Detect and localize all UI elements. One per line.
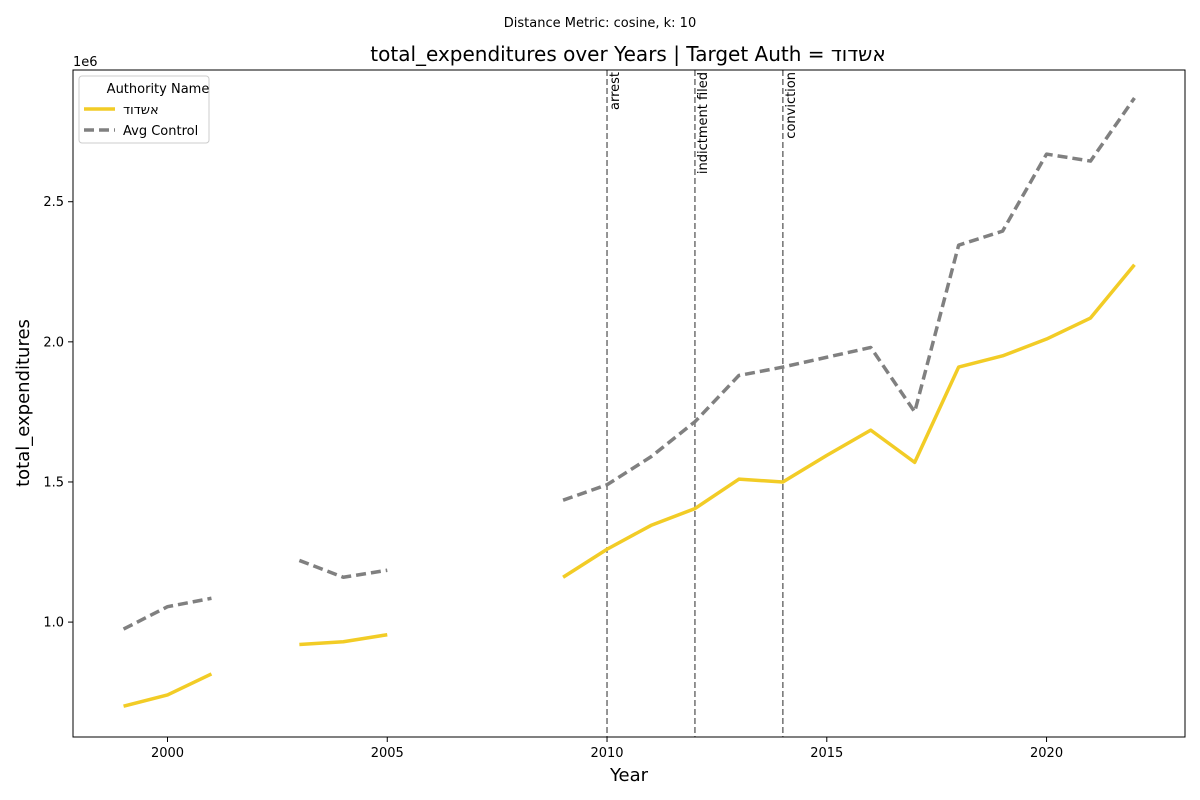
y-offset-label: 1e6	[73, 55, 98, 70]
y-tick-label-1-5: 1.5	[43, 475, 64, 490]
y-axis: 1.0 1.5 2.0 2.5	[43, 195, 73, 631]
series-line-ashdod-segment-2	[562, 263, 1136, 579]
y-axis-label: total_expenditures	[13, 319, 34, 487]
plot-frame	[72, 69, 1186, 738]
event-label-indictment-filed: indictment filed	[696, 72, 711, 174]
chart-title: total_expenditures over Years | Target A…	[370, 42, 885, 66]
plot-area: arrest indictment filed conviction	[122, 70, 1136, 737]
event-label-conviction: conviction	[784, 72, 799, 139]
x-tick-label-2000: 2000	[151, 746, 184, 761]
x-tick-label-2005: 2005	[371, 746, 404, 761]
series-line-ashdod-segment-1	[299, 632, 388, 647]
y-tick-label-2-5: 2.5	[43, 195, 64, 210]
series-line-avg-control-segment-0	[122, 596, 212, 631]
x-tick-label-2020: 2020	[1030, 746, 1063, 761]
series-line-avg-control-segment-1	[298, 558, 388, 580]
x-tick-label-2010: 2010	[590, 746, 623, 761]
x-axis: 2000 2005 2010 2015 2020	[151, 737, 1063, 761]
series-line-avg-control-segment-2	[562, 97, 1136, 502]
figure-suptitle: Distance Metric: cosine, k: 10	[504, 16, 696, 31]
legend-label-ashdod: אשדוד	[123, 103, 159, 118]
x-axis-label: Year	[609, 765, 649, 786]
legend-box	[78, 75, 210, 144]
legend: Authority Name אשדוד Avg Control	[78, 75, 210, 144]
series-line-ashdod-segment-0	[123, 672, 213, 708]
legend-title: Authority Name	[107, 82, 210, 97]
x-tick-label-2015: 2015	[810, 746, 843, 761]
y-tick-label-1: 1.0	[43, 616, 64, 631]
y-tick-label-2: 2.0	[43, 335, 64, 350]
event-label-arrest: arrest	[608, 72, 623, 110]
legend-label-avg-control: Avg Control	[123, 124, 198, 139]
